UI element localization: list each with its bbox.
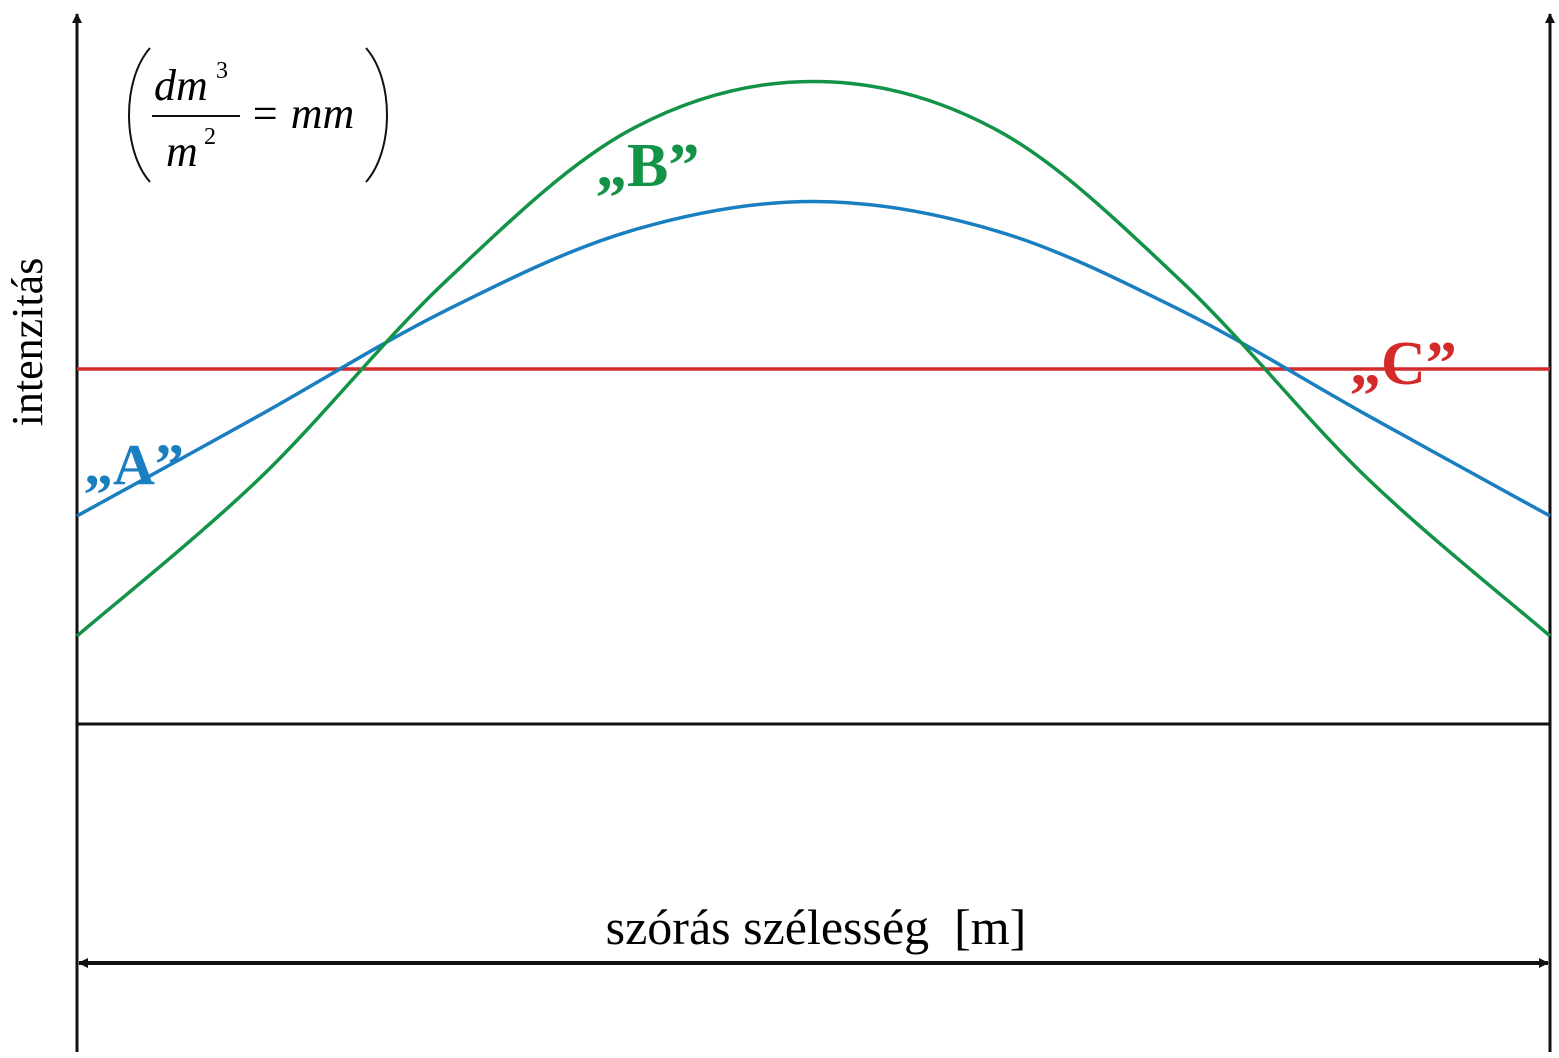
y-axis-label: intenzitás (3, 258, 52, 427)
formula-result: = mm (250, 89, 354, 138)
formula-denominator-exp: 2 (204, 124, 216, 150)
series-a-label: „A” (84, 432, 184, 497)
series-a-line (76, 199, 1551, 518)
series-c-label: „C” (1350, 330, 1457, 398)
formula-right-paren (365, 47, 388, 183)
unit-formula: dm 3 m 2 = mm (128, 47, 388, 183)
formula-numerator-exp: 3 (216, 58, 228, 84)
formula-denominator: m (166, 127, 198, 176)
formula-numerator: dm (154, 61, 208, 110)
series-b-line (75, 79, 1552, 638)
series-b-label: „B” (596, 132, 699, 200)
x-axis-label: szórás szélesség [m] (606, 899, 1027, 955)
formula-left-paren (128, 47, 151, 183)
